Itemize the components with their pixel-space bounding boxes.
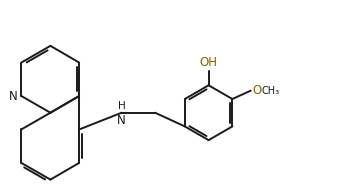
Text: H: H <box>118 101 126 111</box>
Text: N: N <box>9 89 17 103</box>
Text: O: O <box>252 84 262 97</box>
Text: CH₃: CH₃ <box>262 86 280 96</box>
Text: N: N <box>117 114 126 127</box>
Text: OH: OH <box>200 55 218 69</box>
